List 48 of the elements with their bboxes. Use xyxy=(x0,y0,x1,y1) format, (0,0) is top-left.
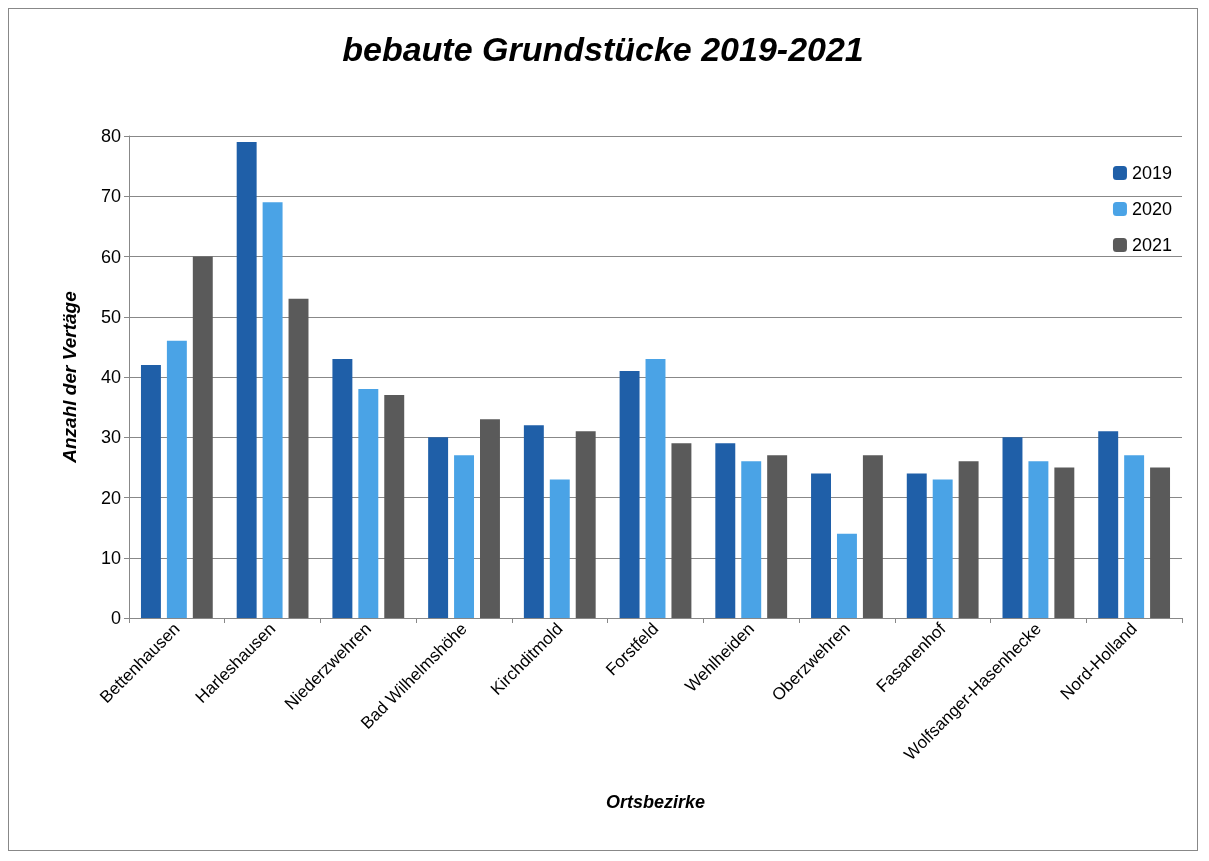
bar xyxy=(454,455,475,618)
y-axis-title: Anzahl der Vertäge xyxy=(59,290,80,464)
bar xyxy=(236,142,257,618)
legend-label: 2019 xyxy=(1131,163,1172,183)
y-tick-label: 60 xyxy=(100,246,121,267)
bar xyxy=(645,358,666,618)
bar xyxy=(428,437,449,618)
bar xyxy=(549,479,570,618)
bar xyxy=(575,431,596,618)
y-tick-label: 30 xyxy=(100,427,121,448)
y-tick-label: 50 xyxy=(100,306,121,327)
bar xyxy=(288,298,309,618)
bar xyxy=(906,473,927,618)
bar xyxy=(1054,467,1075,618)
bar xyxy=(523,425,544,618)
bar xyxy=(811,473,831,618)
bar xyxy=(166,340,187,618)
legend-label: 2021 xyxy=(1131,235,1172,255)
bar xyxy=(262,202,283,618)
bar xyxy=(480,419,500,618)
bar xyxy=(140,364,161,618)
y-tick-label: 40 xyxy=(100,367,121,387)
bar xyxy=(1150,467,1171,618)
y-tick-label: 10 xyxy=(100,547,121,568)
x-axis-title: Ortsbezirke xyxy=(605,792,706,812)
bar xyxy=(741,461,762,618)
bar xyxy=(932,479,953,618)
y-tick-label: 70 xyxy=(100,186,121,207)
bar xyxy=(192,256,213,618)
legend-label: 2020 xyxy=(1131,199,1172,219)
bar xyxy=(671,443,692,618)
bar xyxy=(836,533,857,618)
y-tick-label: 0 xyxy=(110,608,121,628)
y-tick-label: 20 xyxy=(100,487,121,508)
bar xyxy=(862,455,883,618)
y-tick-label: 80 xyxy=(100,126,121,146)
bar xyxy=(715,443,736,618)
bar xyxy=(958,461,979,618)
chart-title: bebaute Grundstücke 2019-2021 xyxy=(342,30,864,68)
bar xyxy=(384,395,405,618)
bar xyxy=(358,389,379,618)
bar xyxy=(332,358,353,618)
bar xyxy=(1098,431,1119,618)
bar xyxy=(767,455,788,618)
bar xyxy=(1028,461,1049,618)
bar xyxy=(619,370,640,618)
bar xyxy=(1002,437,1023,618)
bar xyxy=(1124,455,1145,618)
